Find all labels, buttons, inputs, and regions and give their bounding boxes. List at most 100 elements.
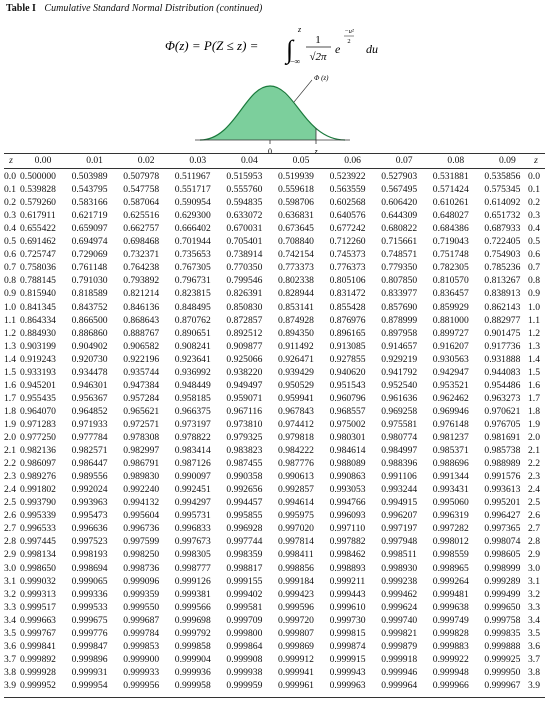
cell-value: 0.999888 [484,640,521,652]
row-z: 2.4 [4,484,16,496]
fraction-numerator: 1 [315,34,321,46]
cell-value: 0.938220 [226,366,263,378]
cell-value: 0.999847 [71,640,108,652]
differential: du [366,42,378,56]
row-z: 0.5 [4,236,16,248]
cell-value: 0.610261 [432,197,469,209]
cell-value: 0.956367 [71,392,108,404]
cell-value: 0.999952 [20,679,56,691]
row-z: 1.3 [4,340,16,352]
cell-value: 0.923641 [174,353,211,365]
cell-value: 0.999624 [381,601,418,613]
cell-value: 0.694974 [71,236,108,248]
cell-value: 0.988089 [329,458,366,470]
cell-value: 0.999800 [226,627,263,639]
column-header: 0.08 [447,155,465,166]
cell-value: 0.625516 [123,210,160,222]
cell-value: 0.998605 [484,549,521,561]
cell-value: 0.644309 [381,210,418,222]
row-z-right: 0.8 [528,275,540,287]
cell-value: 0.917736 [484,340,521,352]
cell-value: 0.976705 [484,418,521,430]
cell-value: 0.999931 [71,666,108,678]
cell-value: 0.864334 [20,314,56,326]
cell-value: 0.999443 [329,588,366,600]
cell-value: 0.614092 [484,197,521,209]
cell-value: 0.992451 [174,484,211,496]
cell-value: 0.999264 [432,575,469,587]
cell-value: 0.793892 [123,275,160,287]
cell-value: 0.999954 [71,679,108,691]
cell-value: 0.965621 [123,405,160,417]
cell-value: 0.782305 [432,262,469,274]
column-header: 0.01 [86,155,103,166]
cell-value: 0.999915 [329,653,366,665]
cell-value: 0.906582 [123,340,160,352]
cell-value: 0.999032 [20,575,56,587]
cell-value: 0.997020 [278,523,314,535]
cell-value: 0.901475 [484,327,521,339]
cell-value: 0.999784 [123,627,160,639]
cell-value: 0.998134 [20,549,56,561]
cell-value: 0.999675 [71,614,108,626]
cell-value: 0.978822 [174,432,211,443]
cell-value: 0.843752 [71,301,108,313]
row-z: 3.8 [4,666,16,678]
row-z: 1.0 [4,301,16,313]
cell-value: 0.939429 [278,366,314,378]
row-z: 2.3 [4,471,16,483]
cell-value: 0.999815 [329,627,366,639]
cell-value: 0.958185 [174,392,211,404]
cell-value: 0.995731 [174,510,211,522]
cell-value: 0.982571 [71,445,108,457]
cell-value: 0.732371 [123,249,160,261]
cell-value: 0.975002 [329,418,366,430]
cell-value: 0.971283 [20,418,56,430]
cell-value: 0.999943 [329,666,366,678]
row-z: 1.1 [4,314,16,326]
cell-value: 0.970621 [484,405,521,417]
cell-value: 0.997110 [329,523,366,535]
cell-value: 0.866500 [71,314,108,326]
cell-value: 0.698468 [123,236,160,248]
cell-value: 0.989276 [20,471,56,483]
cell-value: 0.998074 [484,536,521,548]
cell-value: 0.571424 [432,184,469,196]
cell-value: 0.997282 [432,523,469,535]
cell-value: 0.872857 [226,314,263,326]
cell-value: 0.979325 [226,432,263,443]
cell-value: 0.999869 [278,640,314,652]
row-z: 3.2 [4,588,16,600]
cell-value: 0.971933 [71,418,108,430]
cell-value: 0.999550 [123,601,160,613]
cell-value: 0.539828 [20,184,56,196]
cell-value: 0.874928 [278,314,314,326]
cell-value: 0.770350 [226,262,263,274]
cell-value: 0.673645 [278,223,314,235]
cell-value: 0.979818 [278,432,314,443]
cell-value: 0.992240 [123,484,160,496]
cell-value: 0.929219 [381,353,418,365]
cell-value: 0.990863 [329,471,366,483]
cell-value: 0.997365 [484,523,521,535]
cell-value: 0.994457 [226,497,263,509]
row-z: 3.0 [4,562,16,574]
cell-value: 0.985738 [484,445,521,457]
cell-value: 0.805106 [329,275,366,287]
cell-value: 0.848495 [174,301,211,313]
cell-value: 0.986097 [20,458,56,470]
cell-value: 0.959941 [278,392,314,404]
cell-value: 0.909877 [226,340,263,352]
cell-value: 0.998462 [329,549,366,561]
cell-value: 0.999883 [432,640,469,652]
cell-value: 0.531881 [432,171,469,182]
cell-value: 0.999853 [123,640,160,652]
cell-value: 0.988696 [432,458,469,470]
cell-value: 0.994614 [278,497,314,509]
cell-value: 0.999650 [484,601,521,613]
shaded-area [200,86,316,140]
row-z-right: 3.7 [528,653,540,665]
cell-value: 0.857690 [381,301,418,313]
cell-value: 0.758036 [20,262,56,274]
